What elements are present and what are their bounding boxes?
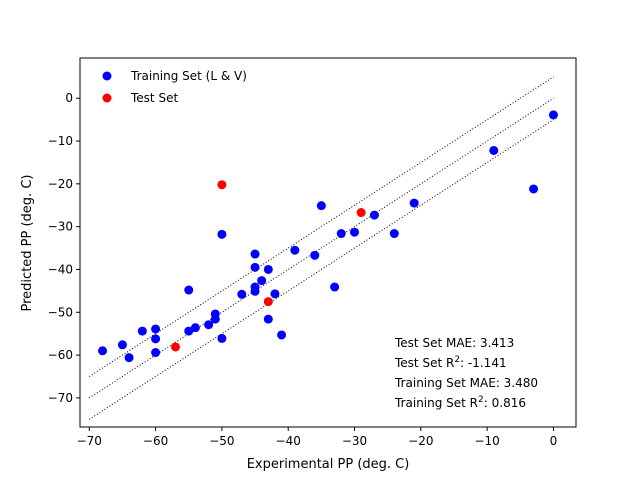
training-point-27 (316, 201, 326, 211)
y-axis-ticks: 0 −10 −20 −30 −40 −50 −60 −70 (48, 91, 80, 405)
test-point-1 (217, 180, 227, 190)
training-point-29 (336, 229, 346, 239)
legend-label-0: Training Set (L & V) (130, 69, 247, 83)
x-tick-label: −30 (342, 434, 367, 448)
legend-marker-1 (102, 93, 112, 103)
y-tick-label: −30 (48, 220, 73, 234)
training-point-5 (151, 334, 161, 344)
data-points (98, 110, 558, 363)
training-point-4 (151, 324, 161, 334)
reference-line-2 (89, 119, 554, 420)
test-point-0 (170, 342, 180, 352)
training-point-19 (250, 286, 260, 296)
y-tick-label: −40 (48, 262, 73, 276)
y-tick-label: −10 (48, 134, 73, 148)
x-tick-label: −50 (209, 434, 234, 448)
training-point-9 (190, 323, 200, 333)
training-point-32 (389, 229, 399, 239)
training-point-16 (250, 249, 260, 259)
legend-marker-0 (102, 71, 112, 81)
stats-line-1: Test Set R2: -1.141 (394, 355, 507, 370)
training-point-36 (548, 110, 558, 120)
training-point-20 (257, 276, 267, 286)
y-tick-label: 0 (65, 91, 73, 105)
training-point-15 (237, 289, 247, 299)
training-point-21 (263, 264, 273, 274)
training-point-0 (98, 346, 108, 356)
y-tick-label: −70 (48, 391, 73, 405)
reference-line-0 (89, 76, 554, 377)
training-point-24 (277, 330, 287, 340)
x-tick-label: −40 (276, 434, 301, 448)
stats-line-3: Training Set R2: 0.816 (394, 395, 526, 410)
training-point-26 (310, 250, 320, 260)
x-tick-label: −10 (474, 434, 499, 448)
test-point-3 (356, 208, 366, 218)
plot-frame (79, 57, 577, 428)
x-tick-label: 0 (550, 434, 558, 448)
x-tick-label: −20 (408, 434, 433, 448)
y-axis-label: Predicted PP (deg. C) (20, 175, 35, 312)
y-tick-label: −60 (48, 348, 73, 362)
y-tick-label: −20 (48, 177, 73, 191)
reference-line-1 (89, 97, 554, 399)
training-point-33 (409, 198, 419, 208)
x-tick-label: −60 (143, 434, 168, 448)
reference-lines (89, 76, 554, 420)
y-tick-label: −50 (48, 305, 73, 319)
x-tick-label: −70 (77, 434, 102, 448)
stats-line-2: Training Set MAE: 3.480 (394, 376, 538, 390)
test-point-2 (263, 297, 273, 307)
legend-label-1: Test Set (130, 91, 178, 105)
stats-annotations: Test Set MAE: 3.413 Test Set R2: -1.141 Tr… (394, 336, 538, 410)
training-point-1 (117, 340, 127, 350)
training-point-13 (217, 229, 227, 239)
training-point-25 (290, 245, 300, 255)
training-point-22 (263, 314, 273, 324)
training-point-6 (151, 348, 161, 358)
x-axis-label: Experimental PP (deg. C) (247, 457, 410, 472)
training-point-30 (350, 227, 360, 237)
training-point-8 (184, 326, 194, 336)
training-point-34 (489, 145, 499, 155)
training-point-3 (137, 326, 147, 336)
training-point-10 (204, 320, 214, 330)
training-point-28 (330, 282, 340, 292)
legend: Training Set (L & V) Test Set (102, 69, 247, 105)
training-point-31 (369, 210, 379, 220)
training-point-23 (270, 289, 280, 299)
x-axis-ticks: −70 −60 −50 −40 −30 −20 −10 0 (77, 427, 558, 448)
training-point-17 (250, 262, 260, 272)
training-point-12 (210, 309, 220, 319)
training-point-14 (217, 333, 227, 343)
stats-line-0: Test Set MAE: 3.413 (394, 336, 514, 350)
training-point-35 (529, 184, 539, 194)
training-point-2 (124, 353, 134, 363)
training-point-7 (184, 285, 194, 295)
